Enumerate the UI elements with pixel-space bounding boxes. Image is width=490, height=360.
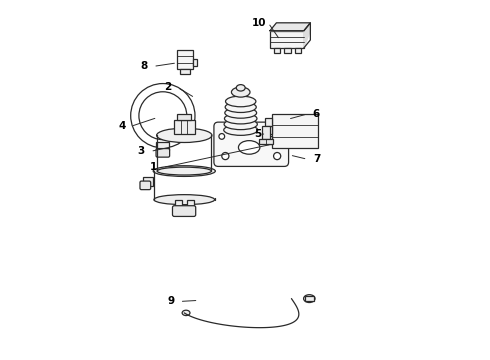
Bar [272,114,318,148]
FancyBboxPatch shape [140,181,151,190]
FancyBboxPatch shape [214,122,289,166]
Ellipse shape [304,295,315,302]
Text: 2: 2 [165,82,172,92]
Text: 8: 8 [141,62,148,71]
Text: 3: 3 [138,147,145,157]
Bar [180,69,190,73]
Ellipse shape [157,128,212,143]
Bar [177,113,192,120]
Bar [266,126,272,134]
Text: 6: 6 [313,109,320,119]
Bar [270,31,304,48]
Circle shape [273,153,281,159]
Bar [295,48,301,53]
Text: 7: 7 [313,154,320,164]
Circle shape [131,84,195,148]
Bar [187,200,194,208]
Bar [156,143,169,150]
Bar [175,200,182,208]
Bar [262,126,270,139]
Ellipse shape [154,195,215,204]
Ellipse shape [224,125,258,135]
Ellipse shape [231,87,250,97]
Bar [143,177,153,186]
Circle shape [222,153,229,159]
Bar [284,48,291,53]
Bar [266,136,272,144]
Ellipse shape [225,108,257,118]
Bar [266,118,272,126]
Ellipse shape [225,102,256,112]
Ellipse shape [224,113,257,124]
Polygon shape [304,23,310,48]
Bar [193,59,197,66]
Polygon shape [270,23,310,31]
Text: 10: 10 [252,18,267,28]
Bar [305,296,314,301]
Circle shape [219,134,224,139]
Text: 9: 9 [167,296,174,306]
Ellipse shape [182,310,190,316]
Circle shape [139,92,187,140]
FancyBboxPatch shape [172,206,196,216]
FancyBboxPatch shape [156,149,170,157]
Ellipse shape [157,167,211,175]
Ellipse shape [225,96,256,107]
Ellipse shape [224,119,257,130]
Ellipse shape [239,141,260,154]
Ellipse shape [153,166,215,176]
Bar [259,139,273,144]
Text: 1: 1 [150,162,157,172]
Bar [177,50,193,69]
Text: 5: 5 [254,129,261,139]
Bar [173,120,195,134]
Text: 4: 4 [118,121,125,131]
Ellipse shape [236,85,245,91]
Bar [273,48,280,53]
